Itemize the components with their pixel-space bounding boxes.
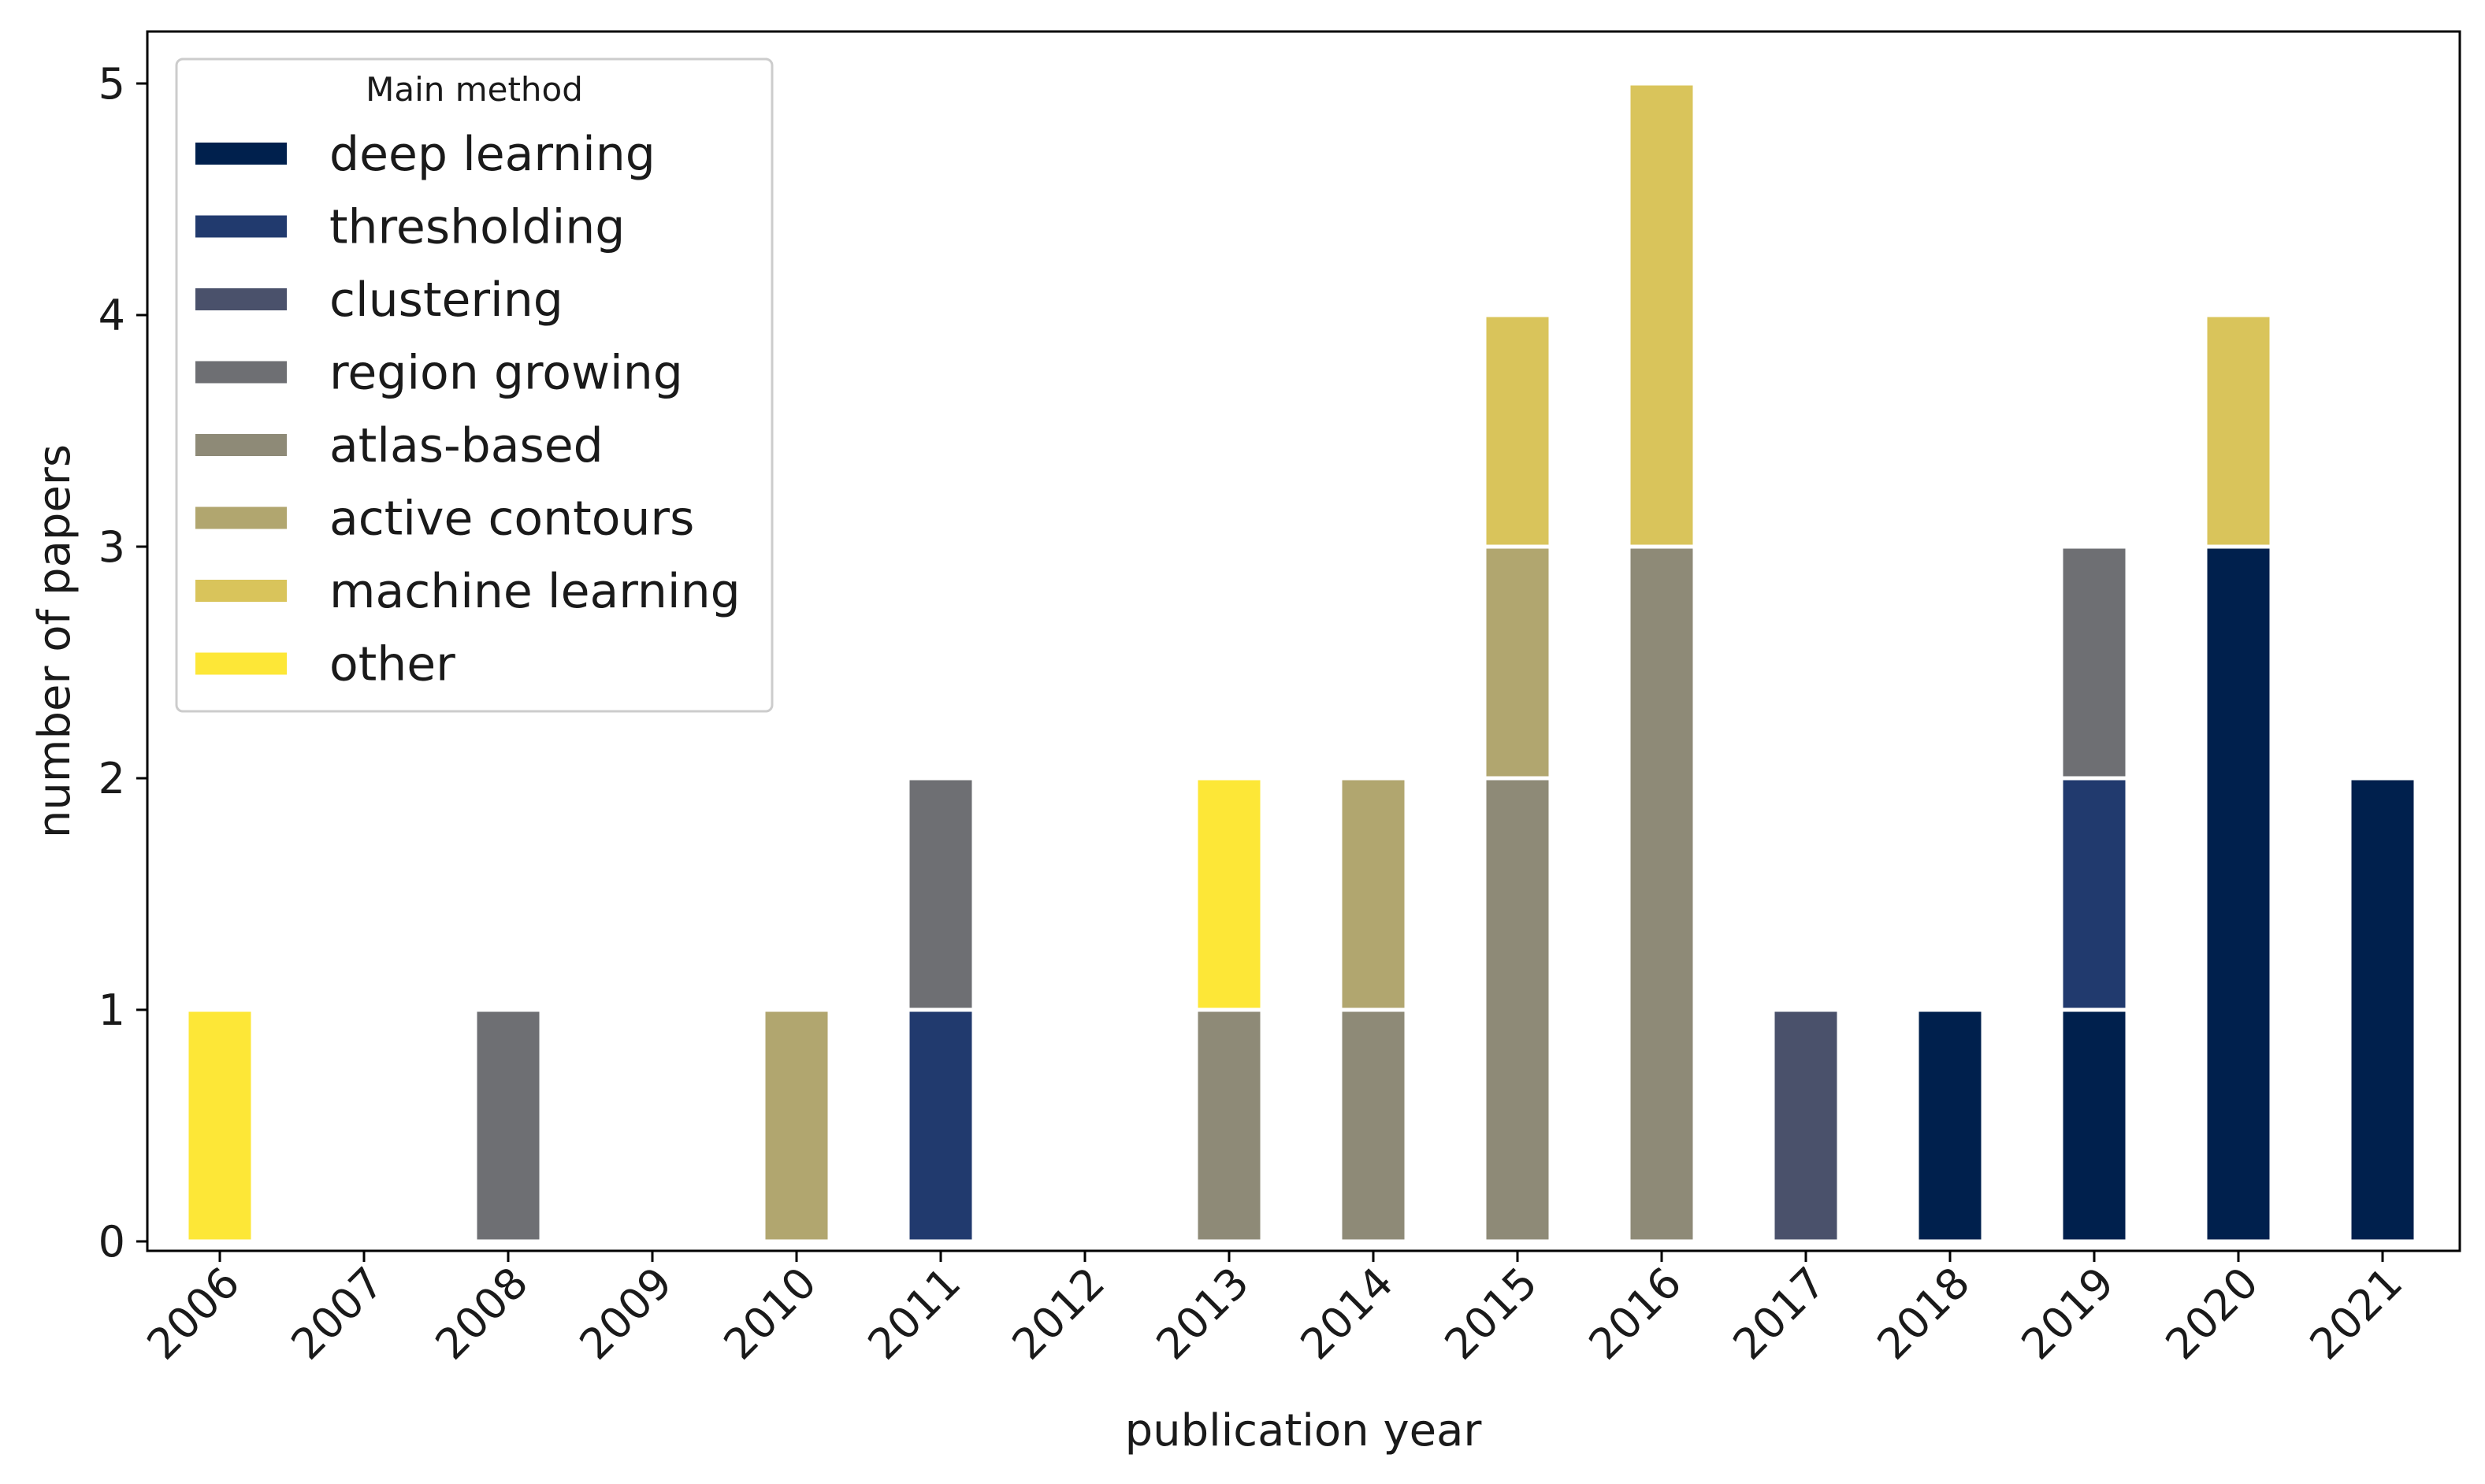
legend-label: other [329,637,455,692]
bar-segment [2059,776,2130,1012]
y-tick-label: 2 [98,754,125,803]
legend-swatch [195,143,287,165]
x-tick-label: 2020 [2156,1258,2268,1370]
y-axis-label: number of papers [29,444,80,838]
legend-swatch [195,361,287,384]
bar-segment [1482,544,1553,781]
legend-swatch [195,434,287,456]
bar-segment [905,776,976,1012]
legend-label: atlas-based [329,418,604,473]
legend-box [175,58,774,713]
y-tick-label: 0 [98,1217,125,1267]
x-tick-label: 2008 [425,1258,537,1370]
x-tick-label: 2009 [570,1258,682,1370]
bar-segment [1915,1007,1985,1244]
bar-segment [905,1007,976,1244]
x-tick-label: 2017 [1723,1258,1835,1370]
bar-segment [1338,1007,1409,1244]
bars-layer [184,81,2418,1244]
bar-segment [1482,776,1553,1244]
x-tick-label: 2012 [1002,1258,1114,1370]
x-tick-label: 2021 [2300,1258,2412,1370]
x-tick-label: 2014 [1291,1258,1402,1370]
legend-label: region growing [329,346,683,401]
legend-label: thresholding [329,200,625,255]
bar-segment [2203,544,2274,1244]
bar-segment [1194,776,1265,1012]
y-tick-label: 4 [98,291,125,340]
plot-frame [146,30,2461,1252]
legend-label: machine learning [329,564,741,619]
bar-segment [1626,544,1697,1244]
legend-swatch [195,215,287,238]
x-tick-label: 2018 [1867,1258,1979,1370]
x-tick-label: 2010 [714,1258,826,1370]
legend: Main method deep learning thresholding clu… [175,58,774,713]
legend-entries: deep learning thresholding clustering regio… [195,127,741,692]
x-axis: 2006 2007 2008 2009 2010 2011 2012 2013 2014 2015… [137,1251,2412,1369]
bar-segment [473,1007,544,1244]
legend-swatch [195,506,287,529]
bar-segment [1338,776,1409,1012]
x-tick-label: 2011 [858,1258,970,1370]
legend-swatch [195,580,287,602]
legend-label: deep learning [329,127,656,182]
bar-segment [1194,1007,1265,1244]
legend-title: Main method [366,70,583,109]
x-tick-label: 2013 [1146,1258,1258,1370]
bar-segment [1626,81,1697,549]
legend-swatch [195,288,287,310]
bar-segment [2347,776,2418,1244]
bar-segment [1770,1007,1841,1244]
legend-swatch [195,652,287,675]
x-tick-label: 2019 [2011,1258,2123,1370]
legend-label: active contours [329,492,694,547]
y-tick-label: 1 [98,985,125,1035]
x-tick-label: 2016 [1579,1258,1691,1370]
bar-segment [2059,1007,2130,1244]
bar-segment [2203,313,2274,549]
y-tick-label: 3 [98,522,125,572]
bar-segment [2059,544,2130,781]
legend-label: clustering [329,273,563,328]
bar-segment [1482,313,1553,549]
x-tick-label: 2007 [281,1258,393,1370]
y-axis: 0 1 2 3 4 5 [98,59,147,1267]
y-tick-label: 5 [98,59,125,109]
x-axis-label: publication year [1125,1405,1483,1456]
bar-segment [184,1007,255,1244]
x-tick-label: 2015 [1435,1258,1547,1370]
x-tick-label: 2006 [137,1258,249,1370]
bar-segment [761,1007,832,1244]
